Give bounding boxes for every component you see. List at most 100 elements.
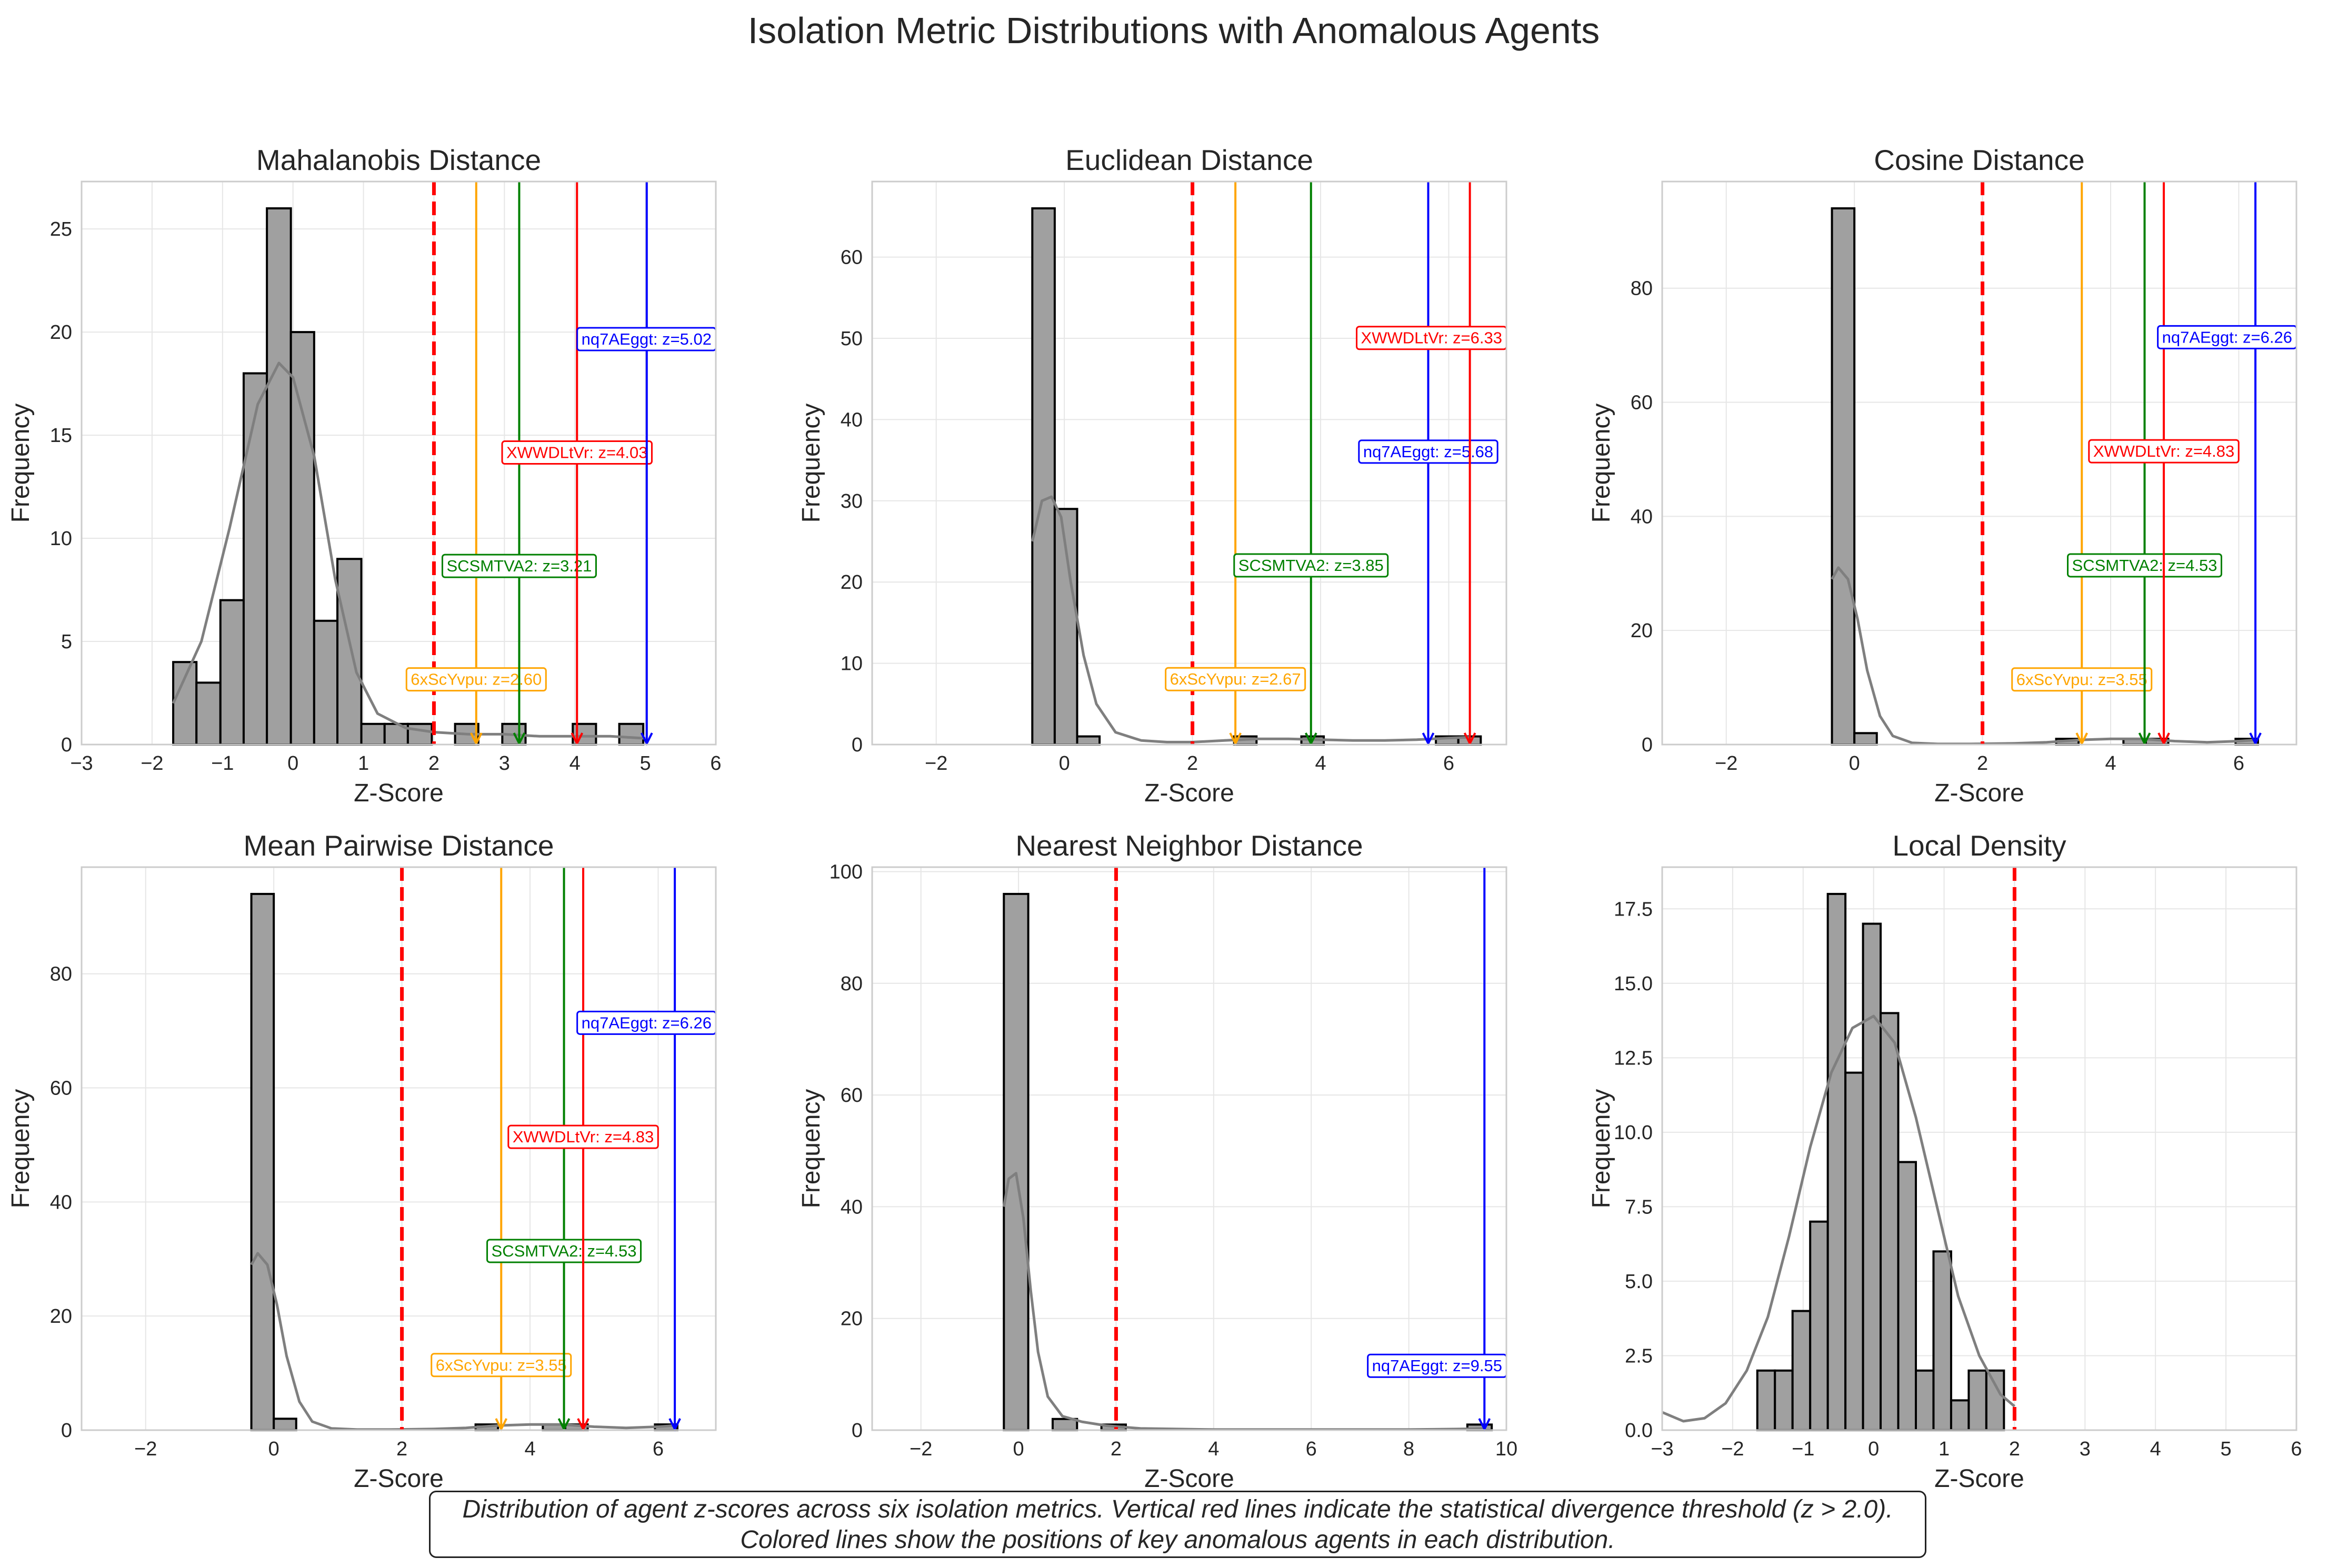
y-tick-label: 10.0 xyxy=(1614,1122,1653,1144)
histogram-bar xyxy=(1897,1161,1917,1431)
x-tick-label: 4 xyxy=(1315,752,1326,775)
agent-label: nq7AEggt: z=6.26 xyxy=(582,1013,712,1032)
agent-annotation-nq7AEggt: nq7AEggt: z=9.55 xyxy=(1367,1353,1507,1378)
agent-arrowhead xyxy=(641,732,653,746)
agent-arrowhead xyxy=(1422,732,1435,746)
agent-label: 6xScYvpu: z=3.55 xyxy=(436,1356,567,1374)
panel-3: 6xScYvpu: z=3.55 SCSMTVA2: z=4.53 XWWDLtVr… xyxy=(1587,144,2297,807)
panel-1: 6xScYvpu: z=2.60 SCSMTVA2: z=3.21 XWWDLtVr… xyxy=(7,144,722,807)
kde-curve xyxy=(172,361,646,740)
agent-arrowhead xyxy=(1478,1418,1491,1432)
panel-6: −3 −2 −1 0 1 2 3 4 5 6 0.0 2.5 5.0 7.5 10.0 12.5 15.0 17.… xyxy=(1587,829,2302,1493)
x-tick-label: 2 xyxy=(396,1438,407,1460)
x-tick-label: −1 xyxy=(1792,1438,1814,1460)
histogram-bar xyxy=(1985,1369,2005,1431)
y-axis-label: Frequency xyxy=(7,404,35,523)
agent-label-box xyxy=(2088,439,2240,464)
x-tick-label: 0 xyxy=(287,752,298,775)
x-tick-label: −2 xyxy=(134,1438,157,1460)
agent-arrowhead xyxy=(668,1418,681,1432)
x-tick-label: 2 xyxy=(1187,752,1198,775)
y-tick-label: 30 xyxy=(841,490,863,512)
y-axis-label: Frequency xyxy=(7,1089,35,1209)
histogram-bar xyxy=(1826,892,1847,1431)
agent-arrowhead xyxy=(557,1418,571,1432)
y-axis-label: Frequency xyxy=(1587,404,1615,523)
x-tick-label: 4 xyxy=(524,1438,535,1460)
x-tick-label: 0 xyxy=(1849,752,1860,775)
y-tick-label: 0 xyxy=(852,734,863,756)
agent-label: nq7AEggt: z=6.26 xyxy=(2162,328,2292,346)
agent-annotation-XWWDLtVr: XWWDLtVr: z=4.83 xyxy=(507,1124,659,1149)
histogram-bar xyxy=(289,331,315,746)
agent-annotation-6xScYvpu: 6xScYvpu: z=2.67 xyxy=(1165,667,1306,691)
axes-frame xyxy=(1661,180,2297,746)
agent-label: XWWDLtVr: z=6.33 xyxy=(1361,329,1502,347)
y-tick-label: 0 xyxy=(61,734,72,756)
x-tick-label: 4 xyxy=(2105,752,2116,775)
x-axis-label: Z-Score xyxy=(1144,1465,1234,1493)
agent-label-box xyxy=(1358,439,1498,464)
panel-title: Cosine Distance xyxy=(1874,144,2084,176)
panel-2: 6xScYvpu: z=2.67 SCSMTVA2: z=3.85 nq7AEggt… xyxy=(797,144,1507,807)
y-tick-label: 15 xyxy=(50,425,72,447)
x-tick-label: −2 xyxy=(141,752,163,775)
plot-area xyxy=(1662,867,2296,1430)
panel-title: Nearest Neighbor Distance xyxy=(1015,829,1363,862)
axes-frame xyxy=(871,180,1507,746)
y-tick-label: 20 xyxy=(50,321,72,344)
histogram-bar xyxy=(406,722,433,746)
agent-label: 6xScYvpu: z=2.67 xyxy=(1170,670,1301,688)
agent-annotation-nq7AEggt: nq7AEggt: z=6.26 xyxy=(576,1010,717,1035)
histogram-bar xyxy=(266,207,292,746)
agent-label: 6xScYvpu: z=3.55 xyxy=(2016,670,2147,689)
y-tick-label: 0 xyxy=(61,1420,72,1442)
agent-annotation-SCSMTVA2: SCSMTVA2: z=4.53 xyxy=(2067,553,2223,578)
agent-label: XWWDLtVr: z=4.83 xyxy=(2093,442,2234,460)
histogram-bar xyxy=(1831,207,1856,746)
x-tick-label: 2 xyxy=(1111,1438,1122,1460)
agent-annotation-XWWDLtVr: XWWDLtVr: z=6.33 xyxy=(1356,326,1507,350)
kde-curve xyxy=(1031,495,1470,743)
x-tick-label: 2 xyxy=(1977,752,1988,775)
caption-line-1: Distribution of agent z-scores across si… xyxy=(462,1495,1893,1523)
x-tick-label: 6 xyxy=(2233,752,2244,775)
agent-annotation-SCSMTVA2: SCSMTVA2: z=3.85 xyxy=(1233,553,1389,578)
agent-annotation-nq7AEggt: nq7AEggt: z=5.02 xyxy=(576,327,717,351)
x-tick-label: 6 xyxy=(2291,1438,2302,1460)
agent-label: SCSMTVA2: z=3.85 xyxy=(1238,556,1384,575)
x-tick-label: 10 xyxy=(1495,1438,1517,1460)
histogram-bar xyxy=(1967,1369,1987,1431)
histogram-bar xyxy=(1950,1399,1970,1431)
x-axis-label: Z-Score xyxy=(354,779,444,807)
x-tick-label: 0 xyxy=(268,1438,279,1460)
histogram-bar xyxy=(1862,922,1882,1431)
agent-label: XWWDLtVr: z=4.03 xyxy=(506,444,647,462)
agent-annotation-nq7AEggt: nq7AEggt: z=6.26 xyxy=(2157,325,2297,349)
agent-arrowhead xyxy=(2249,732,2262,746)
panel-4: 6xScYvpu: z=3.55 SCSMTVA2: z=4.53 XWWDLtVr… xyxy=(7,829,717,1493)
y-tick-label: 50 xyxy=(841,328,863,350)
y-tick-label: 80 xyxy=(1631,278,1653,300)
y-tick-label: 60 xyxy=(841,1084,863,1107)
caption-line-2: Colored lines show the positions of key … xyxy=(740,1526,1615,1554)
y-tick-label: 25 xyxy=(50,218,72,240)
histogram-bar xyxy=(1932,1250,1952,1431)
x-tick-label: 2 xyxy=(2009,1438,2020,1460)
agent-label: XWWDLtVr: z=4.83 xyxy=(513,1128,654,1146)
agent-label: nq7AEggt: z=5.68 xyxy=(1363,443,1493,461)
agent-label-box xyxy=(1233,553,1389,578)
agent-label-box xyxy=(2011,667,2153,692)
y-tick-label: 100 xyxy=(830,861,863,883)
histogram-bar xyxy=(1774,1369,1794,1431)
y-tick-label: 2.5 xyxy=(1625,1345,1653,1367)
x-tick-label: 5 xyxy=(2221,1438,2232,1460)
y-axis-label: Frequency xyxy=(797,404,825,523)
histogram-bar xyxy=(242,372,268,746)
histogram-bar xyxy=(336,558,363,746)
caption-box: Distribution of agent z-scores across si… xyxy=(429,1491,1926,1558)
y-tick-label: 10 xyxy=(841,653,863,675)
agent-label-box xyxy=(405,667,547,692)
agent-label-box xyxy=(501,440,653,465)
panels: 6xScYvpu: z=2.60 SCSMTVA2: z=3.21 XWWDLtVr… xyxy=(7,144,2302,1493)
